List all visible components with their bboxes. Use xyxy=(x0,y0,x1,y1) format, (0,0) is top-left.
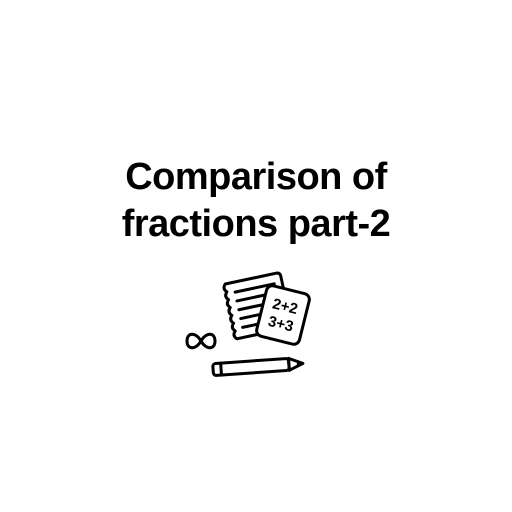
title-line-1: Comparison of xyxy=(122,154,391,202)
title-line-2: fractions part-2 xyxy=(122,201,391,249)
page-title: Comparison of fractions part-2 xyxy=(122,154,391,249)
math-doodle-icon: 2+2 3+3 xyxy=(171,269,341,399)
math-illustration: 2+2 3+3 xyxy=(171,269,341,399)
